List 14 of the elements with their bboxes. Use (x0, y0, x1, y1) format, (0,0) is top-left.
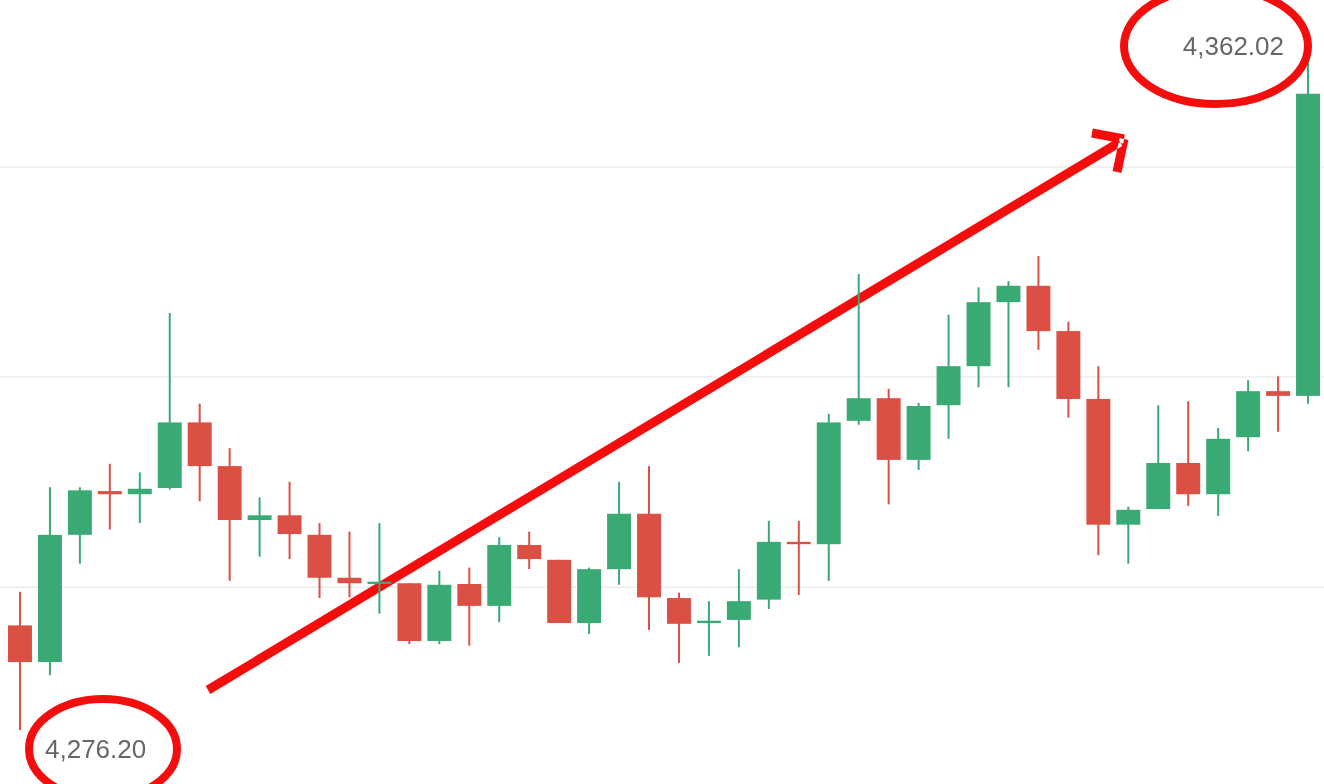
candlestick (1266, 375, 1291, 433)
candlestick (337, 530, 362, 599)
text: 4,276.20 (45, 734, 147, 764)
candlestick (277, 480, 302, 561)
candlestick (846, 273, 871, 426)
candlestick (247, 496, 272, 558)
candlestick (517, 530, 542, 571)
candlestick (1116, 505, 1141, 565)
candlestick (127, 471, 152, 525)
candlestick (996, 280, 1021, 389)
annotation: 4,362.02 (1182, 31, 1284, 61)
candlestick (726, 568, 751, 649)
candlestick (97, 462, 122, 531)
candlestick (457, 566, 482, 647)
